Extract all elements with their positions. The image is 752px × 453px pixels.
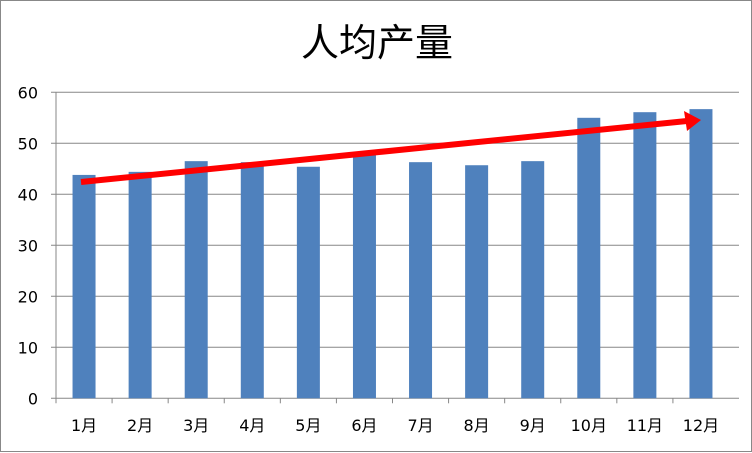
bar: [128, 171, 152, 399]
bar: [633, 112, 657, 399]
bar: [577, 117, 601, 399]
x-tick-label: 6月: [351, 416, 377, 435]
trend-arrow-head: [684, 111, 701, 131]
y-tick-label: 30: [18, 236, 38, 255]
x-tick-label: 2月: [127, 416, 153, 435]
trend-arrow-line: [80, 118, 688, 185]
bar: [240, 162, 264, 399]
x-tick-label: 8月: [464, 416, 490, 435]
x-tick-label: 5月: [295, 416, 321, 435]
trend-arrow: [80, 111, 701, 185]
bar: [689, 109, 713, 399]
x-tick-label: 11月: [627, 416, 663, 435]
bar: [409, 162, 433, 399]
x-tick-label: 12月: [683, 416, 719, 435]
x-tick-label: 4月: [239, 416, 265, 435]
bar: [72, 174, 96, 399]
bar: [521, 161, 545, 399]
y-tick-label: 50: [18, 134, 38, 153]
x-tick-label: 10月: [571, 416, 607, 435]
bar: [352, 154, 376, 399]
x-tick-label: 1月: [71, 416, 97, 435]
y-tick-label: 10: [18, 338, 38, 357]
bar: [184, 161, 208, 399]
x-tick-label: 3月: [183, 416, 209, 435]
bar: [465, 165, 489, 399]
y-tick-label: 60: [18, 83, 38, 102]
x-tick-label: 7月: [407, 416, 433, 435]
x-tick-label: 9月: [520, 416, 546, 435]
y-tick-label: 0: [28, 389, 38, 408]
chart-title: 人均产量: [301, 21, 453, 65]
bar: [296, 166, 320, 399]
y-tick-label: 20: [18, 287, 38, 306]
y-tick-label: 40: [18, 185, 38, 204]
